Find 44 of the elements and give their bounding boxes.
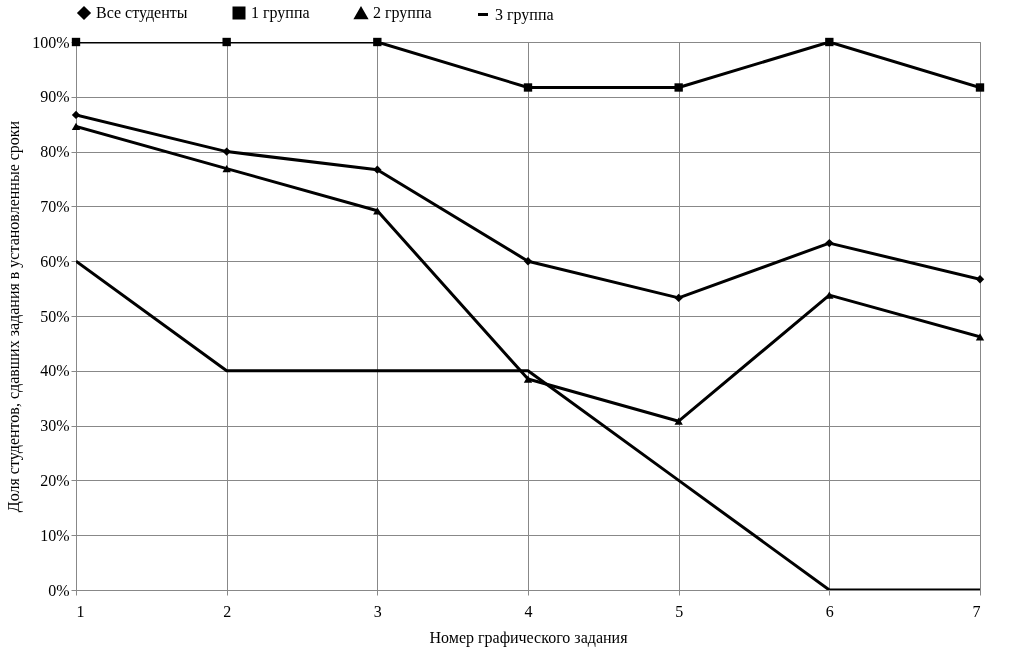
point [71, 37, 81, 47]
point [975, 83, 985, 92]
y-tick-label: 90% [40, 88, 70, 106]
x-tick-label: 6 [825, 602, 834, 620]
point [222, 164, 231, 173]
point [373, 207, 382, 215]
point [523, 83, 533, 92]
x-tick-label: 7 [972, 602, 981, 620]
x-axis-title: Номер графического задания [429, 628, 629, 647]
point [71, 110, 81, 120]
point [975, 275, 985, 284]
point [523, 375, 533, 383]
y-tick-label: 30% [40, 417, 70, 435]
y-tick-label: 80% [40, 143, 70, 161]
legend-label: Все студенты [96, 4, 188, 22]
x-tick-label: 4 [524, 602, 533, 620]
y-tick-label: 50% [40, 307, 70, 325]
point [674, 83, 683, 92]
point [825, 37, 834, 47]
point [373, 37, 382, 47]
y-axis-title: Доля студентов, сдавших задания в установленные сроки [5, 120, 24, 513]
point [825, 291, 834, 299]
x-tick-label: 1 [76, 602, 85, 620]
legend-label: 3 группа [495, 5, 554, 24]
point [674, 293, 683, 303]
legend-label: 2 группа [373, 4, 432, 23]
point [71, 122, 81, 131]
y-tick-label: 40% [40, 362, 70, 380]
y-tick-label: 20% [40, 471, 70, 489]
point [373, 165, 382, 174]
point [222, 37, 231, 47]
legend-label: 1 группа [251, 4, 310, 22]
x-tick-label: 2 [223, 602, 232, 620]
x-tick-label: 5 [675, 602, 684, 620]
x-tick-label: 3 [373, 602, 382, 620]
point [674, 417, 683, 425]
y-tick-label: 60% [40, 252, 70, 270]
y-tick-label: 100% [32, 33, 70, 51]
point [222, 147, 231, 156]
y-tick-label: 10% [40, 526, 70, 544]
y-tick-label: 70% [40, 197, 70, 215]
y-tick-label: 0% [48, 581, 70, 599]
point [523, 257, 533, 266]
point [825, 238, 834, 248]
